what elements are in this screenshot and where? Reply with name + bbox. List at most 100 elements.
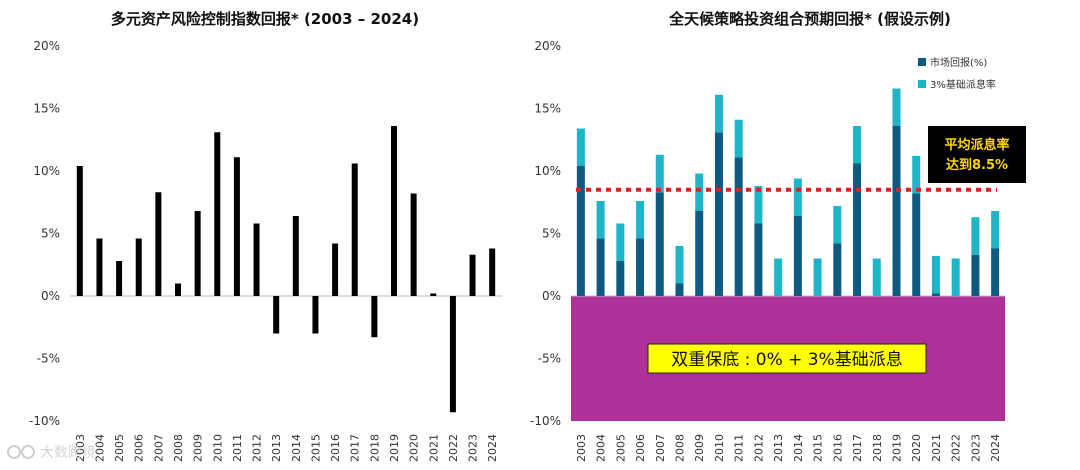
left-x-tick-label: 2011 [231,434,244,462]
watermark-logo-icon-2 [21,445,35,459]
right-bar-market-2014 [793,216,802,296]
right-bar-payout-2010 [714,94,723,133]
left-y-tick-label: -10% [29,414,60,428]
right-bar-payout-2004 [596,201,605,239]
left-bar-2008 [175,283,181,296]
left-bar-2012 [253,223,260,296]
right-x-tick-label: 2003 [575,434,588,462]
left-y-tick-label: 20% [33,39,60,53]
right-bar-payout-2014 [793,178,802,216]
watermark-logo-icon [7,445,21,459]
right-x-tick-label: 2020 [910,434,923,462]
right-bar-payout-2016 [833,206,842,244]
right-bar-payout-2008 [675,246,684,284]
right-x-tick-label: 2008 [674,434,687,462]
right-bar-market-2012 [754,223,763,296]
left-y-tick-label: -5% [37,352,60,366]
right-bar-market-2005 [616,261,625,296]
right-bar-payout-2006 [636,201,645,239]
right-bar-market-2021 [931,293,940,296]
right-x-tick-label: 2015 [812,434,825,462]
right-x-tick-label: 2016 [831,434,844,462]
right-bar-market-2010 [714,132,723,296]
right-y-tick-label: 10% [534,164,561,178]
left-x-tick-label: 2012 [251,434,264,462]
left-bar-2022 [449,296,456,413]
right-bar-market-2017 [853,163,862,296]
right-bar-market-2020 [912,193,921,296]
right-x-tick-label: 2004 [595,434,608,462]
right-x-tick-label: 2005 [614,434,627,462]
watermark: 大数跨境 [7,445,96,461]
left-bar-2017 [351,163,358,296]
right-bar-market-2019 [892,126,901,296]
right-x-tick-label: 2013 [772,434,785,462]
right-x-tick-label: 2014 [792,434,805,462]
left-x-tick-label: 2014 [290,434,303,462]
left-x-tick-label: 2013 [270,434,283,462]
right-bar-payout-2021 [931,256,940,294]
left-bar-2010 [214,132,221,296]
left-x-tick-label: 2007 [152,434,165,462]
right-x-tick-label: 2007 [654,434,667,462]
left-x-tick-label: 2005 [113,434,126,462]
right-y-tick-label: 15% [534,102,561,116]
watermark-text: 大数跨境 [40,445,96,461]
right-bar-market-2009 [695,211,704,296]
left-bar-2004 [96,238,103,296]
left-bar-2023 [469,254,476,296]
left-bar-2011 [233,157,240,296]
right-x-tick-label: 2017 [851,434,864,462]
right-x-tick-label: 2022 [950,434,963,462]
left-x-tick-label: 2017 [349,434,362,462]
left-y-tick-label: 5% [41,227,60,241]
left-bar-2006 [135,238,142,296]
right-x-tick-label: 2021 [930,434,943,462]
left-y-axis: 20% 15% 10% 5% 0% -5% -10% [29,39,502,428]
left-bar-2009 [194,211,201,296]
floor-label: 双重保底 : 0% + 3%基础派息 [671,350,903,370]
left-x-tick-label: 2015 [309,434,322,462]
left-x-tick-label: 2006 [133,434,146,462]
right-bar-payout-2023 [971,217,980,255]
left-x-tick-label: 2004 [93,434,106,462]
legend-label-base-payout: 3%基础派息率 [930,78,996,91]
right-x-tick-label: 2019 [891,434,904,462]
right-bar-market-2024 [991,248,1000,296]
left-x-tick-label: 2023 [467,434,480,462]
left-bar-2021 [430,293,437,296]
right-x-tick-label: 2018 [871,434,884,462]
left-x-tick-label: 2008 [172,434,185,462]
right-bars [576,88,1000,296]
right-chart: 全天候策略投资组合预期回报* (假设示例) 20% 15% 10% 5% 0% -5% -1… [530,10,1026,462]
left-bars [76,126,496,413]
right-bar-market-2007 [655,192,664,296]
legend: 市场回报(%) 3%基础派息率 [918,56,996,91]
average-callout-box [928,126,1026,183]
right-bar-payout-2009 [695,173,704,211]
right-bar-payout-2024 [991,211,1000,249]
left-bar-2005 [116,261,123,296]
right-bar-payout-2003 [576,128,585,166]
left-x-axis: 2003 2004 2005 2006 2007 2008 2009 2010 2011 2012… [74,434,499,462]
left-x-tick-label: 2020 [408,434,421,462]
floor-label-box [647,343,927,374]
right-y-axis: 20% 15% 10% 5% 0% -5% -10% [530,39,1005,428]
left-bar-2019 [391,126,397,296]
right-bar-payout-2007 [655,154,664,193]
legend-swatch-base-payout [918,80,926,88]
right-chart-title: 全天候策略投资组合预期回报* (假设示例) [668,10,951,28]
left-bar-2015 [312,296,319,334]
right-x-tick-label: 2024 [989,434,1002,462]
right-bar-market-2023 [971,254,980,296]
left-bar-2013 [273,296,280,334]
left-y-tick-label: 0% [41,289,60,303]
right-bar-payout-2020 [912,156,921,194]
right-bar-payout-2022 [951,258,960,296]
right-bar-market-2004 [596,238,605,296]
left-bar-2018 [371,296,378,338]
legend-swatch-market [918,58,926,66]
right-bar-payout-2015 [813,258,822,296]
right-bar-market-2016 [833,243,842,296]
right-x-tick-label: 2011 [733,434,746,462]
